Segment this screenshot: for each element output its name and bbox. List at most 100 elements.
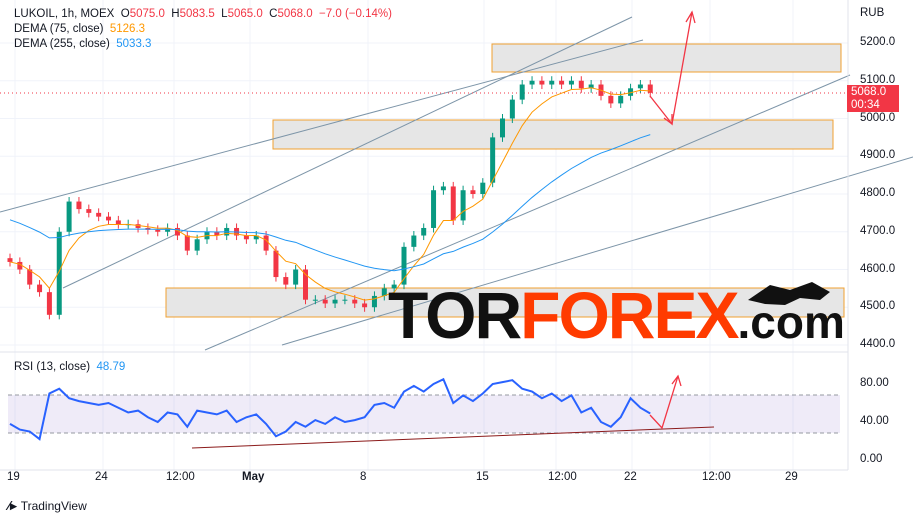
bar-countdown: 00:34 <box>851 99 880 111</box>
time-tick: 12:00 <box>702 471 731 483</box>
dema-255-line <box>9 134 651 272</box>
time-tick: May <box>242 471 265 483</box>
candle <box>500 118 505 138</box>
indicator-label: DEMA (75, close) <box>14 23 104 35</box>
indicator-value: 48.79 <box>96 361 126 373</box>
watermark-part: .com <box>737 296 845 348</box>
candle <box>37 284 43 293</box>
candle <box>549 80 555 85</box>
candle <box>76 201 82 210</box>
price-tick: 4700.0 <box>860 224 896 237</box>
candle <box>450 186 456 221</box>
candle <box>243 235 249 240</box>
candle <box>628 88 634 96</box>
forecast-arrow[interactable] <box>649 10 696 126</box>
candle <box>637 84 643 89</box>
rsi-band <box>8 395 840 433</box>
candle <box>618 95 624 104</box>
candle <box>106 216 111 221</box>
candle <box>440 186 446 191</box>
time-tick: 12:00 <box>548 471 577 483</box>
candle <box>96 212 102 217</box>
branding-text: TradingView <box>20 499 87 513</box>
currency-label: RUB <box>860 7 885 19</box>
price-tick: 5000.0 <box>860 111 896 124</box>
lower-support-zone[interactable] <box>165 287 845 318</box>
candle <box>421 227 427 236</box>
rsi-tick: 0.00 <box>860 453 883 465</box>
candle <box>362 303 368 308</box>
indicator-label: RSI (13, close) <box>14 361 91 373</box>
candle <box>509 99 515 119</box>
candle <box>184 235 190 251</box>
dema-255-legend[interactable]: DEMA (255, close) 5033.3 <box>14 37 151 52</box>
dema-75-line <box>9 87 651 301</box>
close-label: C <box>269 8 278 20</box>
price-tick: 5100.0 <box>860 73 896 86</box>
tradingview-branding[interactable]: ⁄▸ TradingView <box>8 498 87 514</box>
candle <box>17 261 23 270</box>
price-tick: 4400.0 <box>860 338 896 350</box>
bull-logo-icon <box>748 282 830 305</box>
dema-75-legend[interactable]: DEMA (75, close) 5126.3 <box>14 22 145 37</box>
candle <box>46 292 52 315</box>
candle <box>135 224 141 228</box>
low-value: 5065.0 <box>227 8 263 20</box>
candle <box>293 269 299 285</box>
candle <box>411 235 417 247</box>
candle <box>263 235 269 251</box>
candle <box>115 220 121 225</box>
candle <box>253 235 259 240</box>
candle <box>66 201 72 232</box>
support-zone[interactable] <box>272 119 834 150</box>
candle <box>194 239 200 251</box>
tradingview-logo-icon: ⁄▸ <box>8 498 17 513</box>
time-tick: 22 <box>624 471 637 483</box>
trend-lines[interactable] <box>0 16 913 351</box>
candle <box>165 227 171 232</box>
rsi-forecast-arrow[interactable] <box>649 374 682 430</box>
rsi-line <box>9 377 651 441</box>
candle <box>27 269 33 285</box>
candle <box>381 288 387 296</box>
rsi-tick: 40.00 <box>860 415 889 427</box>
time-tick: 8 <box>360 471 367 483</box>
high-label: H <box>171 8 180 20</box>
candle <box>539 80 545 85</box>
candle <box>322 299 328 304</box>
time-tick: 12:00 <box>166 471 195 483</box>
candle <box>578 80 584 89</box>
candle <box>480 182 486 194</box>
rsi-legend[interactable]: RSI (13, close) 48.79 <box>14 360 125 375</box>
candle <box>391 284 397 289</box>
candle <box>86 209 92 213</box>
candle <box>332 299 338 304</box>
watermark-part: TOR <box>388 278 522 352</box>
candle <box>174 227 180 236</box>
candle <box>529 80 535 85</box>
indicator-value: 5126.3 <box>109 23 146 35</box>
low-label: L <box>221 8 228 20</box>
price-tick: 4800.0 <box>860 187 896 199</box>
candle <box>7 258 13 262</box>
candle <box>273 250 279 278</box>
candle <box>559 80 565 85</box>
rsi-tick: 80.00 <box>860 377 889 389</box>
candle <box>460 190 466 221</box>
candle <box>647 84 653 93</box>
time-tick: 19 <box>7 471 20 483</box>
indicator-value: 5033.3 <box>116 38 152 50</box>
indicator-label: DEMA (255, close) <box>14 38 110 50</box>
watermark-part: FOREX <box>520 278 739 352</box>
rsi-trend-line[interactable] <box>191 426 715 449</box>
symbol-title[interactable]: LUKOIL, 1h, MOEX <box>14 8 115 20</box>
resistance-zone[interactable] <box>491 43 842 73</box>
close-value: 5068.0 <box>277 8 313 20</box>
price-tick: 4900.0 <box>860 149 896 162</box>
time-tick: 15 <box>476 471 489 483</box>
candle <box>490 137 496 183</box>
time-tick: 29 <box>785 471 798 483</box>
last-price: 5068.0 <box>851 86 887 98</box>
candle <box>352 299 358 304</box>
